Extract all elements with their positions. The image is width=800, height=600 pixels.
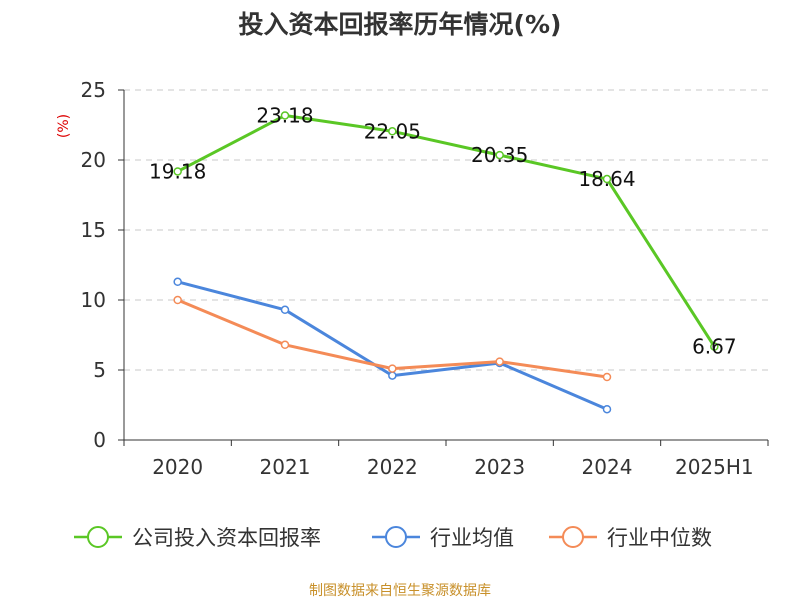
data-point (173, 295, 182, 305)
y-tick-label: 25 (81, 78, 106, 102)
data-point (710, 342, 719, 351)
data-point (173, 167, 182, 176)
data-point (173, 277, 182, 287)
grid-layer (124, 89, 768, 371)
series-line (176, 113, 716, 348)
y-axis-unit: (%) (56, 114, 72, 138)
legend-item: 行业均值 (372, 526, 514, 550)
chart-title: 投入资本回报率历年情况(%) (239, 10, 562, 39)
x-tick-label: 2021 (260, 455, 311, 479)
data-label: 22.05 (364, 119, 421, 143)
y-tick-label: 0 (93, 428, 106, 452)
x-tick-label: 2022 (367, 455, 418, 479)
data-label-layer: 19.18 23.18 22.05 20.35 18.64 6.67 (149, 103, 737, 358)
legend-item: 行业中位数 (549, 526, 712, 550)
y-tick-label: 5 (93, 358, 106, 382)
legend-item: 公司投入资本回报率 (74, 526, 321, 550)
data-point (495, 150, 504, 160)
data-label: 19.18 (149, 159, 206, 183)
legend-label: 公司投入资本回报率 (132, 526, 321, 550)
data-point (388, 364, 397, 373)
data-point (388, 371, 397, 380)
legend-swatch-marker (87, 526, 109, 548)
x-tick-label: 2025H1 (675, 455, 754, 479)
legend-swatch-marker (562, 526, 584, 548)
axis-layer: 0 5 10 15 20 25 2020 2021 2022 2023 2024 2025H1 (81, 78, 769, 479)
x-tick-label: 2020 (152, 455, 203, 479)
source-note: 制图数据来自恒生聚源数据库 (309, 583, 491, 599)
x-tick-label: 2024 (582, 455, 633, 479)
data-label: 23.18 (256, 103, 313, 127)
series-layer (173, 111, 719, 414)
data-label: 6.67 (692, 335, 737, 359)
data-point (602, 372, 612, 382)
data-point (602, 404, 612, 414)
x-tick-label: 2023 (474, 455, 525, 479)
data-point (280, 305, 290, 315)
legend-swatch-marker (385, 526, 407, 548)
y-tick-label: 20 (81, 148, 106, 172)
data-point (602, 174, 612, 184)
data-point (388, 127, 397, 136)
y-tick-label: 10 (81, 288, 106, 312)
data-point (280, 111, 290, 120)
data-label: 20.35 (471, 143, 528, 167)
legend: 公司投入资本回报率 行业均值 行业中位数 (74, 526, 712, 550)
data-label: 18.64 (578, 167, 635, 191)
y-tick-label: 15 (81, 218, 106, 242)
legend-label: 行业均值 (430, 526, 514, 550)
data-point (495, 357, 504, 366)
legend-label: 行业中位数 (607, 526, 712, 550)
data-point (280, 340, 290, 350)
series-line (177, 280, 608, 411)
